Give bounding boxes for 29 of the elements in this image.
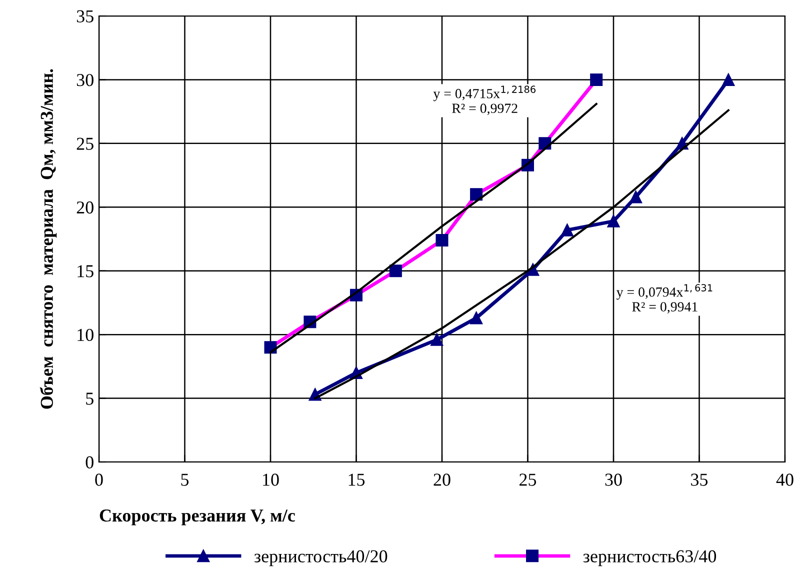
y-tick-label: 5	[86, 392, 94, 405]
y-axis-title: Объем снятого материала Qм, мм3/мин.	[40, 69, 57, 409]
x-axis-title: Скорость резания V, м/с	[100, 510, 295, 526]
point	[607, 214, 620, 228]
point	[722, 73, 735, 86]
y-tick-label: 25	[76, 138, 94, 150]
legend-label: зернистость40/20	[254, 550, 388, 566]
point	[560, 224, 574, 236]
annotation: y = 0,0794x$^{1,631}$ R² = 0,9941	[616, 284, 712, 314]
y-tick-label: 30	[76, 74, 94, 86]
y-tick-label: 35	[76, 10, 94, 22]
x-tick-label: 5	[181, 474, 189, 486]
x-tick-label: 20	[434, 474, 450, 486]
x-tick-label: 10	[263, 474, 279, 486]
y-tick-label: 10	[78, 328, 94, 342]
x-tick-label: 0	[95, 474, 103, 486]
x-tick-label: 15	[348, 474, 365, 486]
x-tick-label: 40	[776, 474, 794, 486]
y-tick-label: 15	[78, 265, 94, 278]
point	[430, 333, 444, 346]
x-tick-label: 30	[605, 474, 622, 486]
y-tick-label: 20	[76, 201, 94, 214]
x-tick-label: 35	[691, 474, 708, 486]
y-tick-label: 0	[86, 456, 94, 468]
annotation: y = 0,4715x$^{1,2186}$ R² = 0,9972	[433, 86, 536, 116]
point	[470, 312, 483, 324]
x-tick-label: 25	[520, 474, 536, 486]
legend-label: зернистость63/40	[583, 550, 716, 566]
point	[630, 190, 642, 204]
